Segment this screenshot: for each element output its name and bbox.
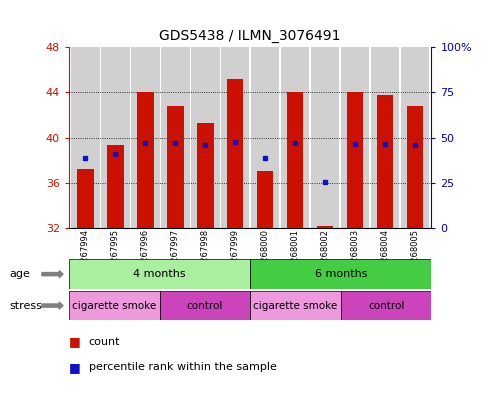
Bar — [317, 226, 333, 228]
Text: ■: ■ — [69, 361, 81, 374]
Text: 6 months: 6 months — [315, 269, 367, 279]
Bar — [341, 291, 431, 320]
Bar — [257, 171, 274, 228]
Bar — [401, 47, 429, 228]
Bar — [161, 47, 189, 228]
Bar — [137, 92, 154, 228]
Text: control: control — [187, 301, 223, 310]
Text: count: count — [89, 337, 120, 347]
Bar — [347, 92, 363, 228]
Bar — [167, 106, 183, 228]
Bar — [197, 123, 213, 228]
Text: age: age — [10, 269, 31, 279]
Text: ■: ■ — [69, 335, 81, 349]
Bar — [311, 47, 339, 228]
Bar — [377, 95, 393, 228]
Bar — [227, 79, 244, 228]
Bar — [131, 47, 160, 228]
Text: stress: stress — [10, 301, 43, 310]
Bar — [77, 169, 94, 228]
Text: cigarette smoke: cigarette smoke — [253, 301, 338, 310]
Bar — [101, 47, 130, 228]
Bar — [71, 47, 100, 228]
Text: 4 months: 4 months — [133, 269, 186, 279]
Bar — [69, 291, 160, 320]
Bar — [341, 47, 369, 228]
Bar — [250, 291, 341, 320]
Text: control: control — [368, 301, 404, 310]
Bar — [107, 145, 124, 228]
Bar — [191, 47, 219, 228]
Text: percentile rank within the sample: percentile rank within the sample — [89, 362, 277, 373]
Bar — [251, 47, 280, 228]
Text: cigarette smoke: cigarette smoke — [72, 301, 156, 310]
Bar — [287, 92, 303, 228]
Bar — [69, 259, 250, 289]
Bar — [407, 106, 423, 228]
Bar — [250, 259, 431, 289]
Bar — [221, 47, 249, 228]
Bar — [281, 47, 309, 228]
Title: GDS5438 / ILMN_3076491: GDS5438 / ILMN_3076491 — [159, 29, 341, 43]
Bar — [371, 47, 399, 228]
Bar — [160, 291, 250, 320]
